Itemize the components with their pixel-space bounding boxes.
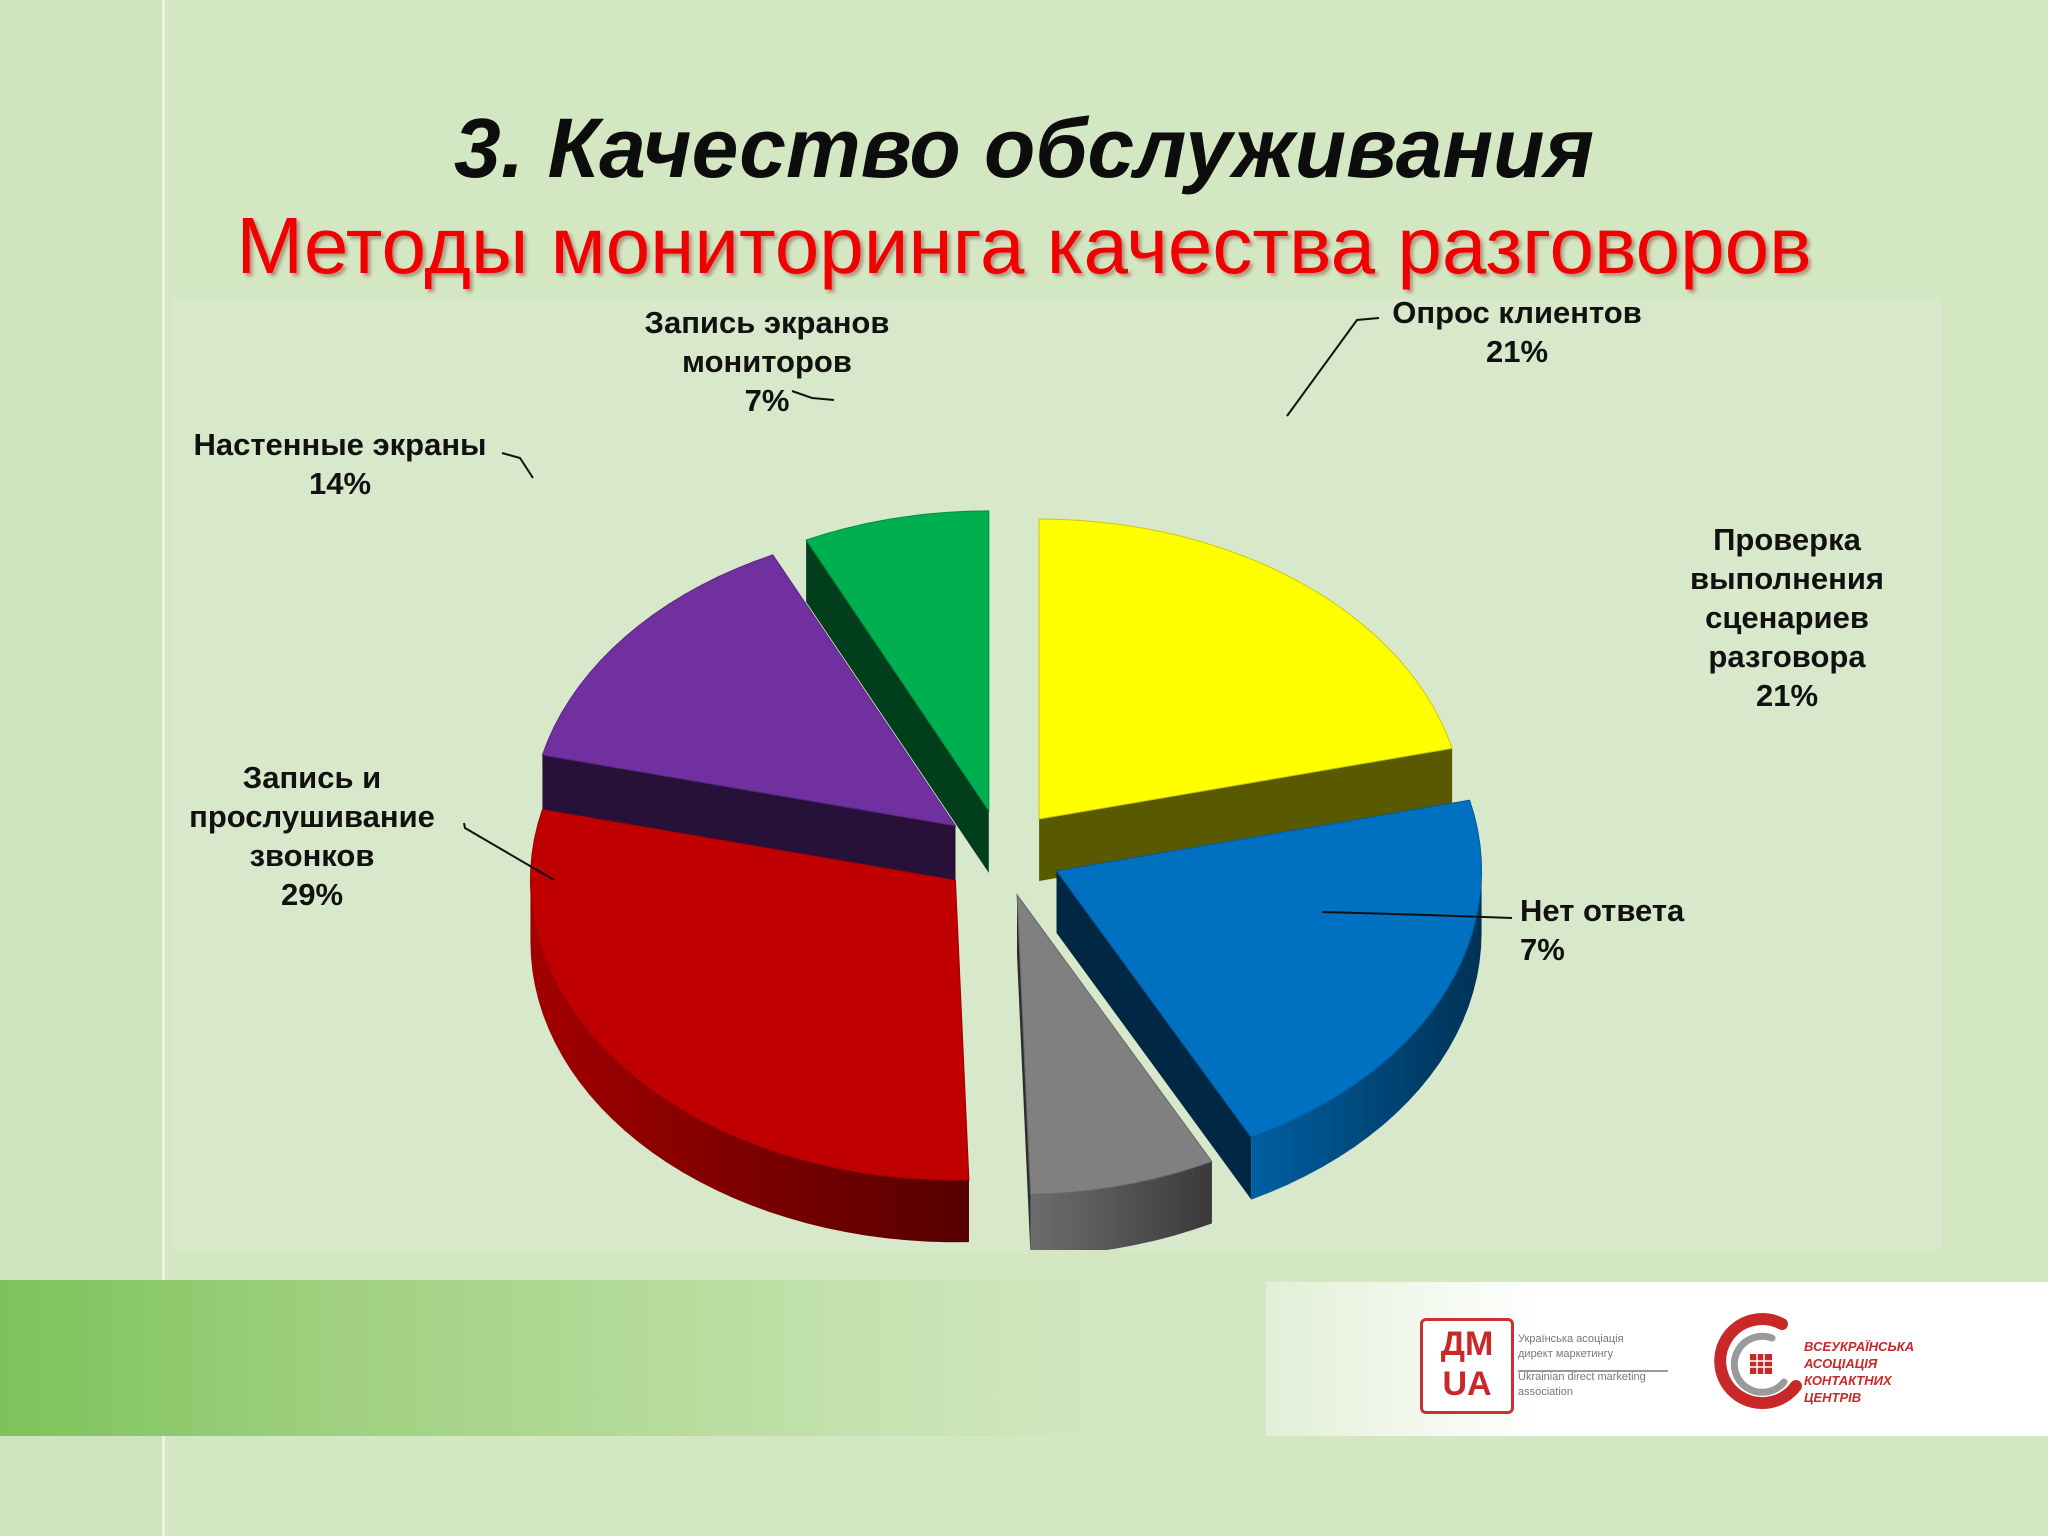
leader-line <box>463 822 555 881</box>
slice-top <box>805 510 990 813</box>
slice-value-label: 29% <box>281 877 343 912</box>
slide-subtitle: Методы мониторинга качества разговоров <box>236 201 1812 290</box>
slice-category-label: Опрос клиентов <box>1392 298 1642 330</box>
slice-top <box>541 554 957 827</box>
slice-category-label: разговора <box>1708 639 1866 674</box>
slice-category-label: Проверка <box>1713 522 1861 557</box>
slice-side-wall <box>542 755 956 888</box>
leader-line <box>1286 317 1380 417</box>
dm-logo-caption: Українська асоціація директ маркетингу U… <box>1518 1332 1668 1400</box>
pie-slice <box>1038 518 1453 882</box>
slice-top <box>1055 799 1483 1139</box>
slice-label: Опрос клиентов 21% <box>1286 298 1642 417</box>
slice-value-label: 14% <box>309 466 371 501</box>
slice-label: Запись экранов мониторов 7% <box>645 305 890 418</box>
pie-slice <box>1016 893 1213 1250</box>
slice-side-wall <box>806 539 989 873</box>
slice-category-label: Запись экранов <box>645 305 890 340</box>
slice-value-label: 21% <box>1756 678 1818 713</box>
slice-value-label: 7% <box>1520 932 1565 967</box>
dm-logo-line2: UA <box>1442 1365 1492 1403</box>
dm-caption-line: директ маркетингу <box>1518 1348 1614 1360</box>
pie-chart: Опрос клиентов 21% Проверка выполнения сцена… <box>189 298 1884 1250</box>
leader-line <box>501 452 534 479</box>
slice-top <box>1038 518 1453 820</box>
slice-category-label: Запись и <box>243 760 381 795</box>
slice-label: Проверка выполнения сценариев разговора 21% <box>1690 522 1884 713</box>
footer-green-band <box>0 1280 1110 1436</box>
slice-category-label: Настенные экраны <box>193 427 486 462</box>
aakc-line: КОНТАКТНИХ <box>1804 1373 1892 1388</box>
slice-label: Запись и прослушивание звонков 29% <box>189 760 555 912</box>
slide-title: 3. Качество обслуживания <box>454 101 1594 195</box>
slice-outer-wall <box>1251 870 1482 1200</box>
dm-logo-divider <box>1518 1370 1668 1372</box>
pie-slice <box>1055 799 1483 1200</box>
slice-side-wall <box>1039 748 1453 882</box>
slice-category-label: звонков <box>250 838 375 873</box>
dm-caption-line: Ukrainian direct marketing <box>1518 1371 1646 1383</box>
pie-slice <box>805 510 990 873</box>
leader-line <box>1321 911 1513 919</box>
slice-outer-wall <box>530 880 969 1243</box>
slice-top <box>529 808 970 1181</box>
aakc-line: ВСЕУКРАЇНСЬКА <box>1804 1339 1915 1354</box>
dm-caption-line: Українська асоціація <box>1518 1333 1624 1345</box>
slice-side-wall <box>1017 894 1031 1250</box>
pie-slice <box>541 554 957 888</box>
aakc-logo-text: ВСЕУКРАЇНСЬКА АСОЦІАЦІЯ КОНТАКТНИХ ЦЕНТР… <box>1804 1338 1964 1406</box>
slice-side-wall <box>1056 870 1252 1200</box>
slice-category-label: Нет ответа <box>1520 893 1685 928</box>
dm-logo-line1: ДМ <box>1440 1325 1494 1363</box>
slice-label: Нет ответа 7% <box>1321 893 1685 967</box>
slice-category-label: прослушивание <box>189 799 435 834</box>
slice-outer-wall <box>1030 1161 1212 1250</box>
slice-label: Настенные экраны 14% <box>193 427 534 501</box>
slice-top <box>1016 893 1213 1196</box>
aakc-line: ЦЕНТРІВ <box>1804 1390 1862 1405</box>
aakc-logo-icon <box>1714 1313 1802 1410</box>
footer-logo-panel <box>1266 1282 2048 1436</box>
slice-category-label: сценариев <box>1705 600 1869 635</box>
dm-caption-line: association <box>1518 1386 1574 1398</box>
plot-area: Опрос клиентов 21% Проверка выполнения сцена… <box>172 298 1942 1250</box>
pie-slice <box>529 808 970 1243</box>
dm-ua-logo: ДМ UA <box>1420 1318 1514 1414</box>
slice-value-label: 7% <box>745 383 790 418</box>
slice-value-label: 21% <box>1486 334 1548 369</box>
slice-category-label: мониторов <box>682 344 852 379</box>
slice-category-label: выполнения <box>1690 561 1884 596</box>
aakc-line: АСОЦІАЦІЯ <box>1804 1356 1878 1371</box>
leader-line <box>791 390 835 401</box>
